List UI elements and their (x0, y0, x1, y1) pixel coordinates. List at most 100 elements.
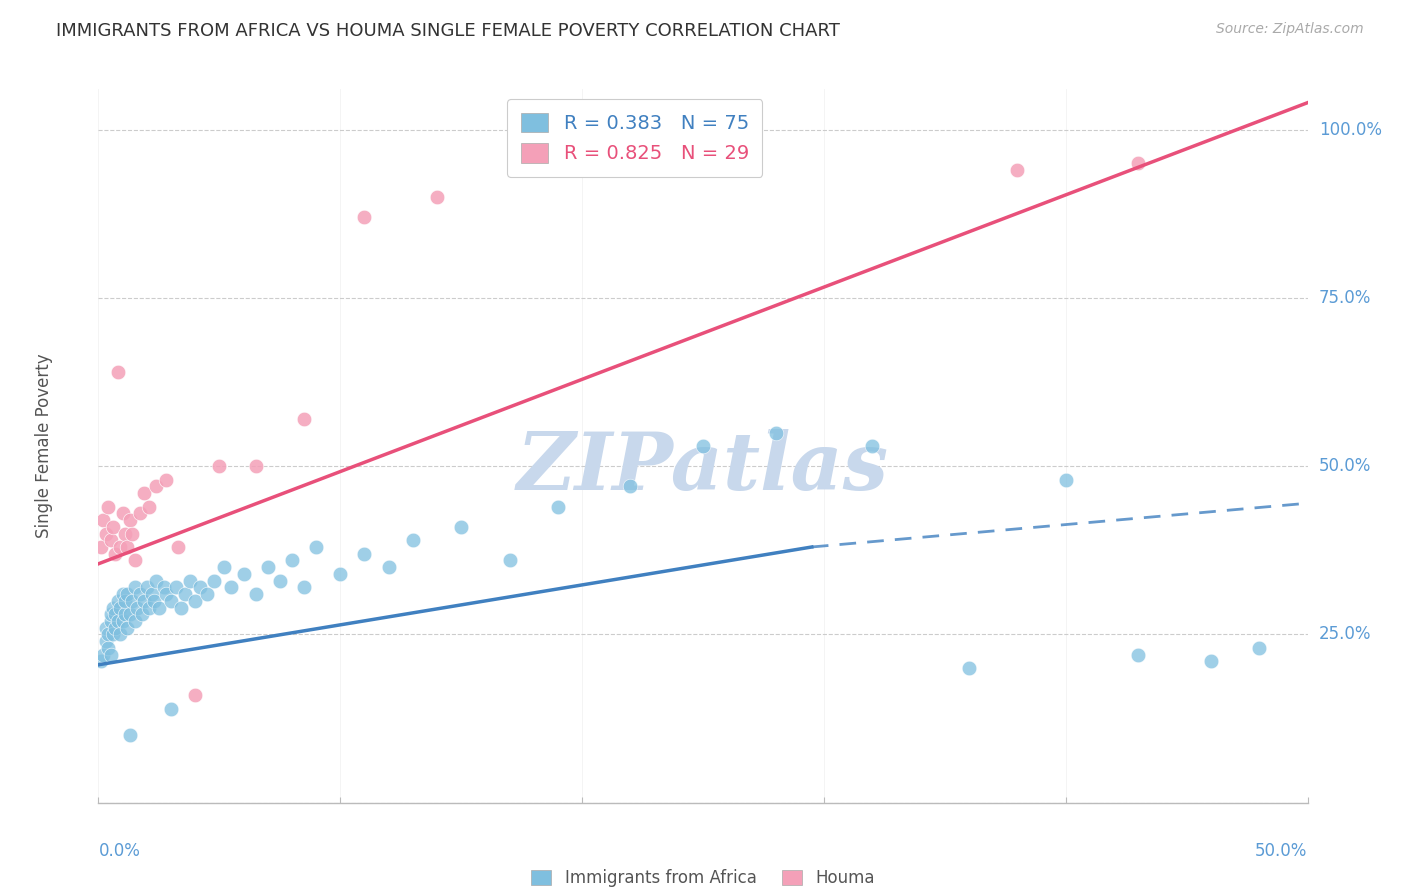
Point (138, 600, 160, 615)
Point (498, 553, 520, 567)
Point (1054, 473, 1077, 487)
Point (221, 580, 243, 594)
Point (155, 473, 177, 487)
Point (188, 580, 211, 594)
Point (124, 553, 146, 567)
Point (91, 648, 114, 662)
Point (860, 439, 883, 453)
Point (124, 614, 146, 628)
Point (167, 540, 190, 554)
Point (121, 526, 143, 541)
Point (107, 594, 129, 608)
Point (117, 540, 139, 554)
Text: 100.0%: 100.0% (1319, 120, 1382, 138)
Point (100, 648, 122, 662)
Point (90, 540, 112, 554)
Point (128, 587, 150, 601)
Text: 75.0%: 75.0% (1319, 289, 1371, 307)
Point (94, 621, 117, 635)
Point (292, 412, 315, 426)
Point (957, 661, 980, 675)
Point (101, 600, 124, 615)
Point (184, 688, 207, 702)
Point (117, 587, 139, 601)
Point (148, 600, 170, 615)
Point (160, 701, 183, 715)
Point (1007, 163, 1029, 178)
Point (90, 655, 112, 669)
Point (232, 566, 254, 581)
Point (143, 594, 166, 608)
Point (165, 580, 187, 594)
Text: Single Female Poverty: Single Female Poverty (35, 354, 53, 538)
Point (402, 533, 425, 548)
Point (212, 560, 235, 574)
Point (155, 587, 177, 601)
Point (108, 540, 131, 554)
Point (195, 587, 218, 601)
Point (118, 513, 141, 527)
Point (111, 614, 134, 628)
Point (114, 526, 136, 541)
Point (134, 594, 156, 608)
Point (547, 500, 569, 514)
Point (118, 607, 141, 622)
Point (245, 587, 267, 601)
Point (765, 425, 787, 440)
Point (114, 594, 136, 608)
Point (127, 600, 149, 615)
Point (145, 479, 167, 493)
Point (1128, 648, 1150, 662)
Point (107, 365, 129, 379)
Point (179, 574, 201, 588)
Point (160, 594, 183, 608)
Point (169, 600, 191, 615)
Point (131, 607, 153, 622)
Text: IMMIGRANTS FROM AFRICA VS HOUMA SINGLE FEMALE POVERTY CORRELATION CHART: IMMIGRANTS FROM AFRICA VS HOUMA SINGLE F… (56, 22, 841, 40)
Point (108, 627, 131, 641)
Text: 25.0%: 25.0% (1319, 625, 1371, 643)
Point (104, 607, 127, 622)
Point (692, 439, 714, 453)
Point (281, 553, 304, 567)
Point (91, 513, 114, 527)
Point (1249, 640, 1271, 655)
Point (101, 627, 124, 641)
Point (108, 600, 131, 615)
Point (128, 506, 150, 520)
Point (184, 594, 207, 608)
Text: 50.0%: 50.0% (1256, 842, 1308, 860)
Point (100, 607, 122, 622)
Point (104, 621, 127, 635)
Point (97, 640, 120, 655)
Text: Source: ZipAtlas.com: Source: ZipAtlas.com (1216, 22, 1364, 37)
Point (353, 547, 375, 561)
Point (117, 621, 139, 635)
Point (145, 574, 167, 588)
Point (124, 580, 146, 594)
Text: 0.0%: 0.0% (98, 842, 141, 860)
Point (107, 614, 129, 628)
Point (353, 210, 375, 224)
Point (94, 634, 117, 648)
Point (269, 574, 291, 588)
Point (426, 190, 449, 204)
Point (141, 587, 163, 601)
Text: 50.0%: 50.0% (1319, 458, 1371, 475)
Point (245, 459, 267, 474)
Point (138, 500, 160, 514)
Point (104, 547, 127, 561)
Point (111, 587, 134, 601)
Point (101, 520, 124, 534)
Point (134, 486, 156, 500)
Point (208, 459, 231, 474)
Point (100, 533, 122, 548)
Point (292, 580, 315, 594)
Point (450, 520, 472, 534)
Point (1128, 156, 1150, 170)
Point (111, 506, 134, 520)
Text: ZIPatlas: ZIPatlas (517, 429, 889, 506)
Point (118, 729, 141, 743)
Point (121, 594, 143, 608)
Point (100, 614, 122, 628)
